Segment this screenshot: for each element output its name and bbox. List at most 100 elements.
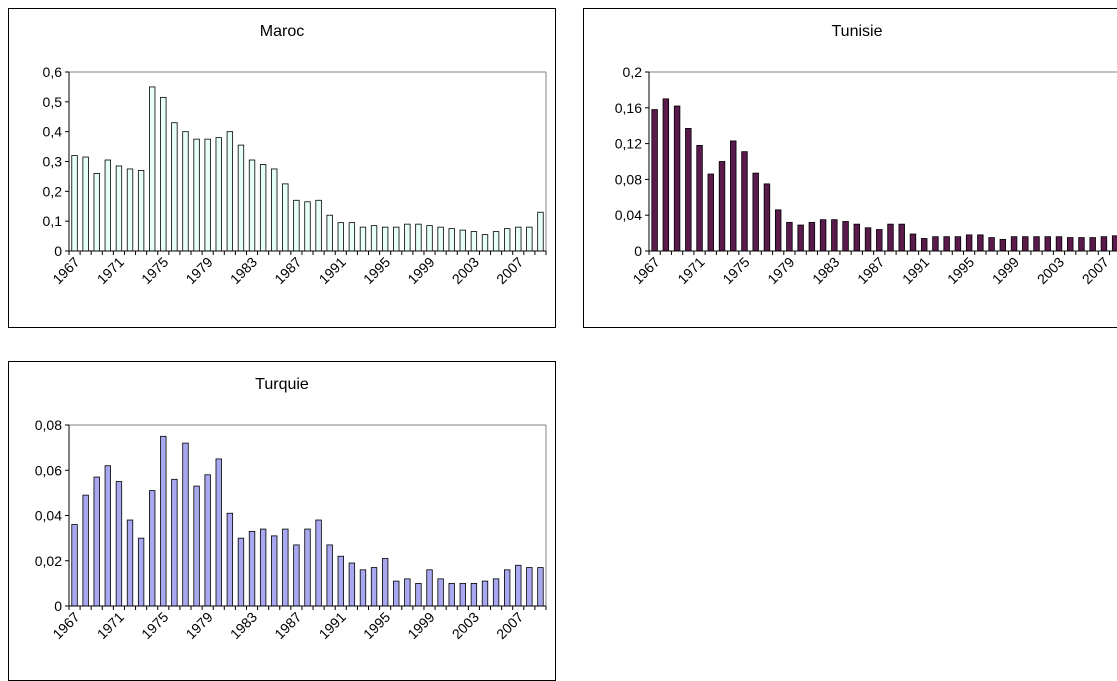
bar-1977: [763, 183, 771, 252]
bar-1995: [965, 234, 973, 252]
bar-1967: [651, 109, 658, 252]
bar-1997: [404, 223, 411, 252]
bar-1984: [259, 164, 267, 252]
bar-1970: [104, 159, 112, 252]
x-tick-label: 1987: [854, 254, 887, 287]
bar-1972: [126, 519, 134, 607]
bar-2000: [437, 578, 444, 607]
bar-1974: [149, 490, 156, 607]
bar-1977: [182, 442, 189, 607]
bar-1988: [304, 201, 311, 252]
y-tick-label: 0,5: [43, 94, 63, 110]
chart-title: Tunisie: [831, 23, 883, 40]
chart-title: Maroc: [259, 23, 305, 40]
bar-1992: [932, 236, 939, 252]
bar-1975: [741, 151, 748, 252]
x-tick-label: 1983: [227, 609, 260, 642]
bar-1972: [707, 173, 714, 252]
x-tick-label: 1971: [674, 254, 707, 287]
bar-1987: [293, 544, 300, 607]
bar-1981: [226, 512, 234, 607]
x-tick-label: 1979: [182, 254, 215, 287]
x-tick-label: 1975: [138, 254, 171, 287]
bar-1969: [93, 173, 100, 252]
x-tick-label: 1995: [360, 254, 393, 287]
bar-1978: [193, 485, 200, 607]
bar-1970: [685, 127, 692, 252]
y-tick-label: 0,1: [43, 213, 63, 229]
bar-1984: [842, 221, 849, 252]
bar-1992: [348, 222, 356, 252]
bar-1985: [271, 168, 278, 252]
bar-1983: [248, 530, 256, 607]
bar-1996: [393, 226, 400, 252]
bar-1976: [171, 122, 178, 252]
bar-2003: [470, 231, 478, 252]
y-tick-label: 0,2: [43, 183, 63, 199]
x-tick-label: 1999: [404, 609, 437, 642]
bar-1967: [71, 524, 78, 607]
bar-1999: [1010, 236, 1018, 252]
bar-1998: [415, 223, 422, 252]
bar-1991: [920, 238, 928, 252]
bar-1991: [337, 555, 344, 607]
bar-1976: [752, 172, 759, 252]
bar-1998: [999, 238, 1007, 252]
bar-1993: [359, 226, 367, 252]
bar-1985: [853, 223, 861, 252]
y-tick-label: 0,08: [615, 171, 642, 187]
bar-1972: [126, 168, 134, 252]
bar-1967: [71, 155, 78, 252]
chart-turquie: Turquie 0 0,02 0,04 0,06 0,08 1967 1971 1975 197…: [8, 361, 556, 681]
bar-1971: [696, 144, 703, 252]
bar-1981: [226, 131, 234, 252]
x-tick-label: 1979: [764, 254, 797, 287]
x-tick-label: 1983: [227, 254, 260, 287]
bar-2002: [459, 582, 466, 607]
bar-1974: [730, 140, 737, 252]
y-tick-label: 0,6: [43, 64, 63, 80]
bar-1982: [237, 537, 245, 607]
bar-1971: [115, 165, 123, 252]
bar-1987: [293, 199, 300, 252]
x-tick-label: 1983: [809, 254, 842, 287]
bar-1993: [359, 569, 367, 607]
bar-1970: [104, 465, 112, 607]
bar-1995: [381, 226, 389, 252]
bar-1990: [326, 544, 333, 607]
y-tick-label: 0,08: [35, 417, 62, 433]
x-tick-label: 1991: [316, 609, 349, 642]
bar-1999: [426, 569, 433, 607]
bar-1983: [831, 219, 838, 252]
y-tick-label: 0,12: [615, 136, 642, 152]
bar-1971: [115, 481, 123, 607]
bar-2007: [515, 226, 522, 252]
bar-2000: [1022, 236, 1029, 252]
bar-1996: [977, 234, 984, 252]
bar-2000: [437, 226, 444, 252]
bar-1986: [864, 227, 872, 252]
bar-1984: [259, 528, 267, 607]
bar-2002: [459, 229, 466, 252]
bar-1986: [282, 528, 289, 607]
bar-2003: [470, 582, 478, 607]
bar-1977: [182, 131, 189, 252]
bar-1982: [819, 219, 827, 252]
y-tick-label: 0,4: [43, 124, 63, 140]
x-tick-label: 1999: [404, 254, 437, 287]
x-tick-label: 2007: [493, 609, 526, 642]
x-tick-label: 1991: [899, 254, 932, 287]
bar-2001: [1033, 236, 1040, 252]
x-tick-label: 1987: [271, 254, 304, 287]
x-tick-label: 1975: [138, 609, 171, 642]
bar-2005: [492, 231, 500, 252]
bar-2009: [537, 567, 544, 607]
bar-1976: [171, 478, 178, 607]
bar-1980: [797, 224, 804, 252]
bar-1979: [204, 138, 211, 252]
x-tick-label: 1979: [182, 609, 215, 642]
bar-1980: [215, 458, 222, 607]
bar-1968: [82, 494, 89, 607]
